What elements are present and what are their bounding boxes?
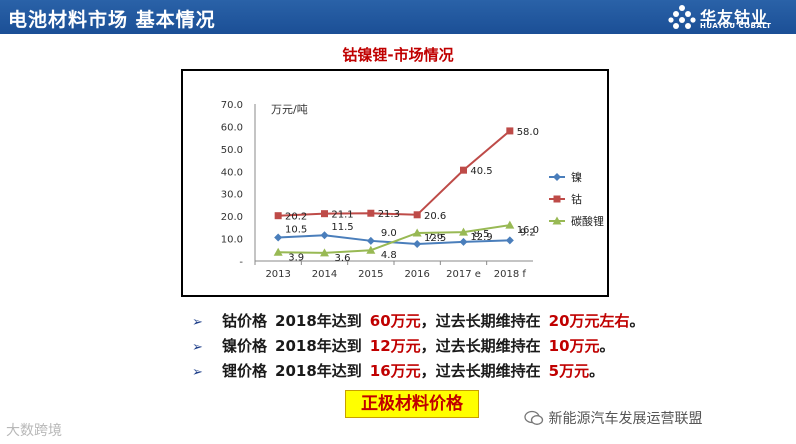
unit-label: 万元/吨 [271,103,308,116]
data-point [273,247,283,256]
y-tick-label: - [239,257,243,268]
bullet-value-past: 20万元左右 [548,312,630,330]
line-chart: - 10.0 20.0 30.0 40.0 50.0 60.0 70.0 2013 2014 201… [221,100,604,280]
bullet-text: 2018年达到 [275,362,362,380]
data-point [274,233,283,242]
data-point [366,245,376,254]
data-point [320,248,329,257]
y-tick-label: 60.0 [221,122,243,133]
data-label: 21.3 [378,209,400,220]
data-label: 21.1 [331,210,353,221]
data-label: 20.2 [285,212,307,223]
data-label: 4.8 [381,250,397,261]
logo-name-en: HUAYOU COBALT [700,22,772,30]
data-label: 9.0 [381,228,397,239]
x-tick-label: 2017 e [446,269,481,280]
legend-label: 钴 [571,192,582,206]
data-label: 3.9 [288,252,304,263]
bullet-arrow-icon: ➢ [192,315,203,330]
series-line [278,130,511,217]
x-tick-label: 2015 [358,269,383,280]
legend-label: 镍 [571,170,582,184]
bullet-end: 。 [589,362,605,380]
bullet-list: ➢ 钴价格 2018年达到 60万元，过去长期维持在 20万元左右。 ➢ 镍价格 2018年达… [192,310,645,385]
data-label: 12.9 [470,232,492,243]
bullet-item: ➢ 锂价格 2018年达到 16万元，过去长期维持在 5万元。 [192,360,645,385]
wechat-icon [524,410,544,425]
huayou-logo-icon [668,5,696,29]
data-point [506,127,514,135]
y-tick-label: 50.0 [221,145,243,156]
data-point [321,210,328,218]
bullet-end: 。 [599,337,615,355]
data-label: 40.5 [470,166,492,177]
data-label: 16.0 [517,225,539,236]
data-point [366,236,375,245]
watermark-right-text: 新能源汽车发展运营联盟 [548,411,703,427]
data-label: 10.5 [285,224,307,235]
bullet-item-name: 钴价格 [222,312,268,330]
bullet-arrow-icon: ➢ [192,340,203,355]
bullet-text: ，过去长期维持在 [420,362,541,380]
data-label: 20.6 [424,211,446,222]
data-label: 7.6 [427,231,443,242]
data-label: 11.5 [331,222,353,233]
data-label: 9.2 [520,227,536,238]
bullet-text: ，过去长期维持在 [420,337,541,355]
bullet-item-name: 锂价格 [222,362,268,380]
data-label: 3.6 [335,253,351,264]
data-point [505,220,515,229]
x-tick-label: 2014 [312,269,337,280]
watermark-right: 新能源汽车发展运营联盟 [524,408,702,428]
highlight-label: 正极材料价格 [345,390,479,418]
y-tick-label: 40.0 [221,167,243,178]
bullet-end: 。 [629,312,645,330]
y-tick-label: 10.0 [221,235,243,246]
data-label: 58.0 [517,127,539,138]
data-point [553,195,561,203]
data-label: 12.5 [424,233,446,244]
y-tick-label: 30.0 [221,190,243,201]
data-point [459,237,468,246]
bullet-arrow-icon: ➢ [192,365,203,380]
bullet-value-current: 60万元 [369,312,421,330]
data-label: 8.5 [474,229,490,240]
bullet-value-current: 12万元 [369,337,421,355]
legend-label: 碳酸锂 [571,214,604,228]
data-point [274,212,282,220]
data-point [413,211,421,219]
data-point [413,239,422,248]
data-point [505,236,514,245]
chart-frame: - 10.0 20.0 30.0 40.0 50.0 60.0 70.0 2013 2014 201… [181,69,609,297]
header-bar: 电池材料市场 基本情况 华友钴业 HUAYOU COBALT [0,0,796,34]
bullet-text: 2018年达到 [275,337,362,355]
data-point [552,216,562,225]
data-point [460,166,467,174]
bullet-value-current: 16万元 [369,362,421,380]
data-point [459,227,468,236]
series-line [278,224,510,254]
data-point [320,231,329,240]
data-point [412,228,422,237]
data-point [367,209,375,217]
company-logo: 华友钴业 HUAYOU COBALT [664,3,794,31]
x-tick-label: 2016 [404,269,429,280]
y-tick-label: 70.0 [221,100,243,111]
bullet-text: 2018年达到 [275,312,362,330]
bullet-item: ➢ 镍价格 2018年达到 12万元，过去长期维持在 10万元。 [192,335,645,360]
x-tick-label: 2018 f [494,269,527,280]
bullet-text: ，过去长期维持在 [420,312,541,330]
bullet-item: ➢ 钴价格 2018年达到 60万元，过去长期维持在 20万元左右。 [192,310,645,335]
chart-title: 钴镍锂-市场情况 [342,46,454,64]
data-point [553,173,561,181]
logo-name-cn: 华友钴业 [700,8,769,27]
watermark-left: 大数跨境 [6,423,62,439]
bullet-item-name: 镍价格 [222,337,268,355]
x-tick-label: 2013 [265,269,290,280]
page-title: 电池材料市场 基本情况 [8,9,216,31]
bullet-value-past: 10万元 [548,337,600,355]
bullet-value-past: 5万元 [548,362,590,380]
y-tick-label: 20.0 [221,212,243,223]
